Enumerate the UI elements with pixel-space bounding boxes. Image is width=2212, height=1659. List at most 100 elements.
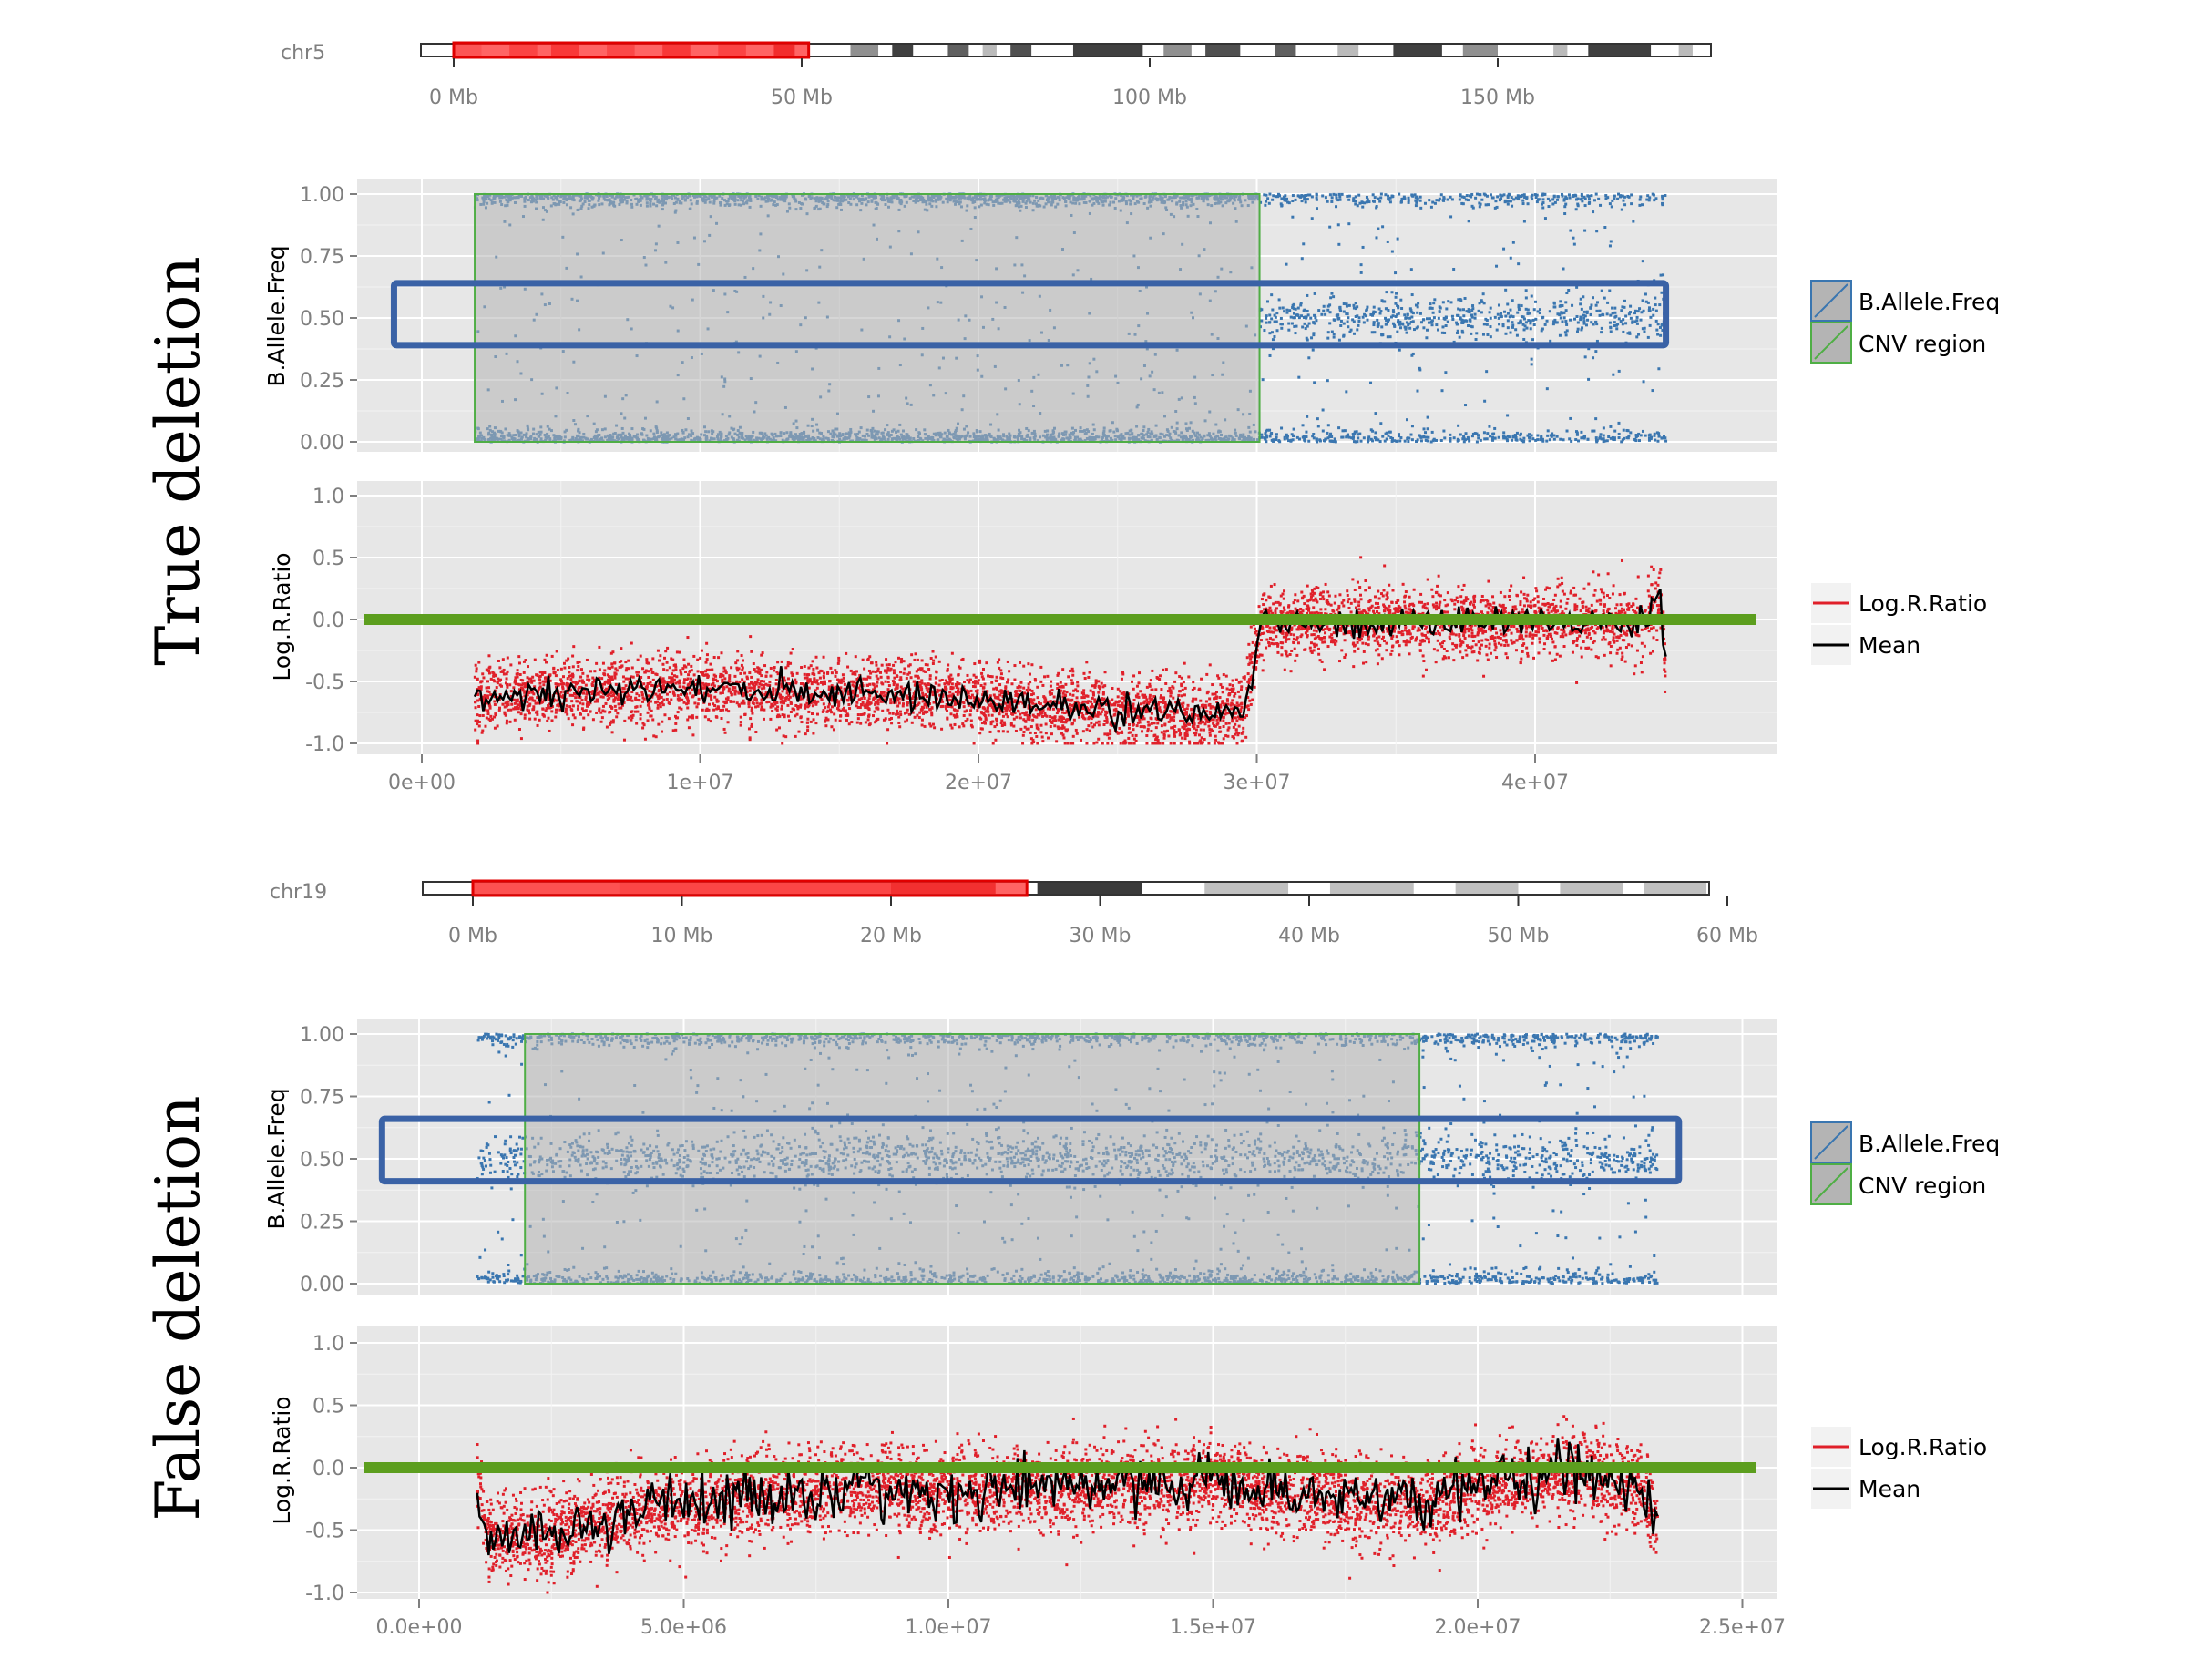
baf-point	[1391, 322, 1395, 325]
baf-point	[1545, 439, 1549, 443]
baf-point	[1611, 435, 1614, 439]
cytoband	[1037, 883, 1142, 894]
baf-point	[1391, 309, 1395, 312]
lrr-point	[1460, 588, 1464, 591]
baf-point	[1635, 319, 1639, 323]
baf-point	[1300, 194, 1304, 198]
baf-point	[1415, 439, 1418, 443]
baf-point	[1399, 326, 1403, 330]
baf-point	[1510, 196, 1513, 200]
baf-point	[1381, 225, 1385, 229]
lrr-point	[1231, 684, 1234, 688]
baf-point	[1498, 199, 1501, 202]
baf-point	[1410, 311, 1414, 314]
baf-point	[1583, 229, 1587, 232]
baf-point	[1373, 196, 1377, 200]
baf-point	[1373, 311, 1377, 314]
baf-point	[1266, 197, 1270, 200]
baf-point	[1489, 435, 1492, 438]
baf-point	[1339, 319, 1343, 323]
baf-point	[1455, 321, 1459, 324]
baf-point	[1378, 200, 1382, 203]
baf-point	[1404, 316, 1408, 320]
baf-point	[1379, 192, 1383, 196]
baf-point	[1469, 195, 1472, 199]
baf-point	[1608, 321, 1612, 324]
baf-point	[1356, 433, 1359, 436]
baf-point	[1456, 329, 1459, 333]
baf-point	[1539, 438, 1542, 442]
baf-point	[1659, 273, 1663, 277]
lrr-point	[1510, 631, 1513, 635]
baf-point	[1315, 319, 1318, 323]
baf-point	[1532, 308, 1536, 312]
baf-point	[1530, 195, 1533, 199]
baf-point	[1352, 303, 1356, 307]
baf-point	[1268, 332, 1272, 335]
baf-point	[1403, 197, 1407, 200]
baf-point	[1312, 333, 1316, 337]
baf-point	[1511, 435, 1515, 439]
baf-point	[1601, 312, 1604, 316]
cytoband	[1275, 45, 1296, 56]
baf-point	[1502, 434, 1506, 437]
baf-point	[1506, 302, 1510, 306]
baf-point	[1506, 202, 1510, 206]
baf-point	[1573, 317, 1577, 321]
baf-point	[1458, 198, 1461, 201]
baf-point	[1579, 198, 1582, 201]
baf-point	[1592, 429, 1596, 433]
baf-point	[1647, 308, 1651, 312]
baf-point	[1429, 302, 1432, 306]
baf-point	[1580, 328, 1583, 332]
baf-point	[1661, 194, 1664, 198]
baf-point	[1638, 203, 1642, 207]
ideo-tick-label: 0 Mb	[429, 87, 478, 109]
baf-point	[1346, 312, 1349, 316]
baf-point	[1377, 307, 1381, 311]
baf-point	[1499, 312, 1502, 315]
baf-point	[1485, 437, 1489, 441]
baf-point	[1628, 311, 1632, 314]
baf-point	[1438, 310, 1441, 313]
baf-point	[1260, 308, 1264, 312]
baf-point	[1431, 439, 1435, 443]
baf-point	[1322, 304, 1326, 308]
baf-point	[1427, 321, 1430, 324]
baf-point	[1356, 204, 1359, 208]
baf-point	[1369, 381, 1373, 384]
baf-point	[1396, 321, 1399, 324]
baf-point	[1408, 322, 1411, 325]
baf-point	[1350, 436, 1354, 440]
lrr-point	[921, 691, 925, 695]
baf-point	[1621, 323, 1624, 326]
baf-point	[1475, 192, 1479, 196]
baf-point	[1372, 321, 1376, 324]
baf-point	[1392, 311, 1396, 314]
baf-point	[1624, 322, 1628, 325]
baf-point	[1564, 333, 1568, 337]
baf-point	[1622, 330, 1625, 333]
baf-point	[1390, 291, 1394, 294]
baf-point	[1418, 366, 1421, 370]
ideo-tick-label: 20 Mb	[860, 925, 922, 947]
baf-point	[1489, 325, 1492, 329]
baf-point	[1529, 327, 1532, 331]
baf-point	[1435, 323, 1439, 327]
baf-point	[1558, 333, 1562, 337]
baf-point	[1609, 425, 1613, 428]
baf-point	[1275, 329, 1279, 333]
baf-point	[1479, 202, 1482, 206]
lrr-point	[863, 667, 866, 671]
baf-point	[1405, 321, 1408, 324]
baf-point	[1326, 431, 1329, 435]
baf-point	[1589, 306, 1592, 310]
baf-point	[1440, 331, 1444, 334]
baf-point	[1430, 430, 1434, 434]
baf-point	[1332, 335, 1336, 339]
baf-point	[1429, 317, 1432, 321]
baf-point	[1306, 198, 1309, 201]
baf-point	[1357, 323, 1360, 327]
baf-point	[1612, 373, 1615, 376]
baf-point	[1301, 325, 1305, 329]
